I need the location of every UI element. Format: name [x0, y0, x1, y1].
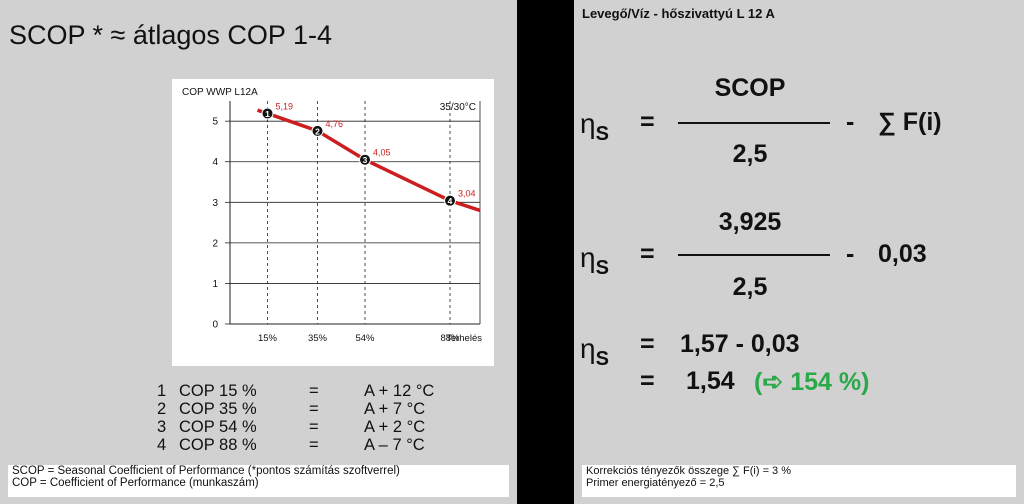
legend-eq: =	[309, 436, 319, 454]
fraction-line	[678, 122, 830, 124]
equals-sign: =	[640, 108, 655, 136]
eta-s-symbol: ηS	[580, 242, 609, 279]
data-point-marker	[311, 124, 324, 137]
y-tick-label: 0	[212, 320, 218, 331]
eta-s-symbol: ηS	[580, 108, 609, 145]
legend-eq: =	[309, 400, 319, 418]
y-tick-label: 2	[212, 238, 218, 249]
left-footnotes: SCOP = Seasonal Coefficient of Performan…	[8, 465, 509, 497]
right-footnotes: Korrekciós tényezők összege ∑ F(i) = 3 %…	[582, 465, 1016, 497]
legend-value: A + 12 °C	[364, 382, 435, 400]
data-point-label: 4,05	[373, 148, 391, 158]
fraction-numerator: 3,925	[718, 208, 782, 236]
result-value: 1,54	[686, 367, 735, 395]
footnote-scop: SCOP = Seasonal Coefficient of Performan…	[12, 465, 400, 477]
y-tick-label: 5	[212, 117, 218, 128]
subtraction-expression: 1,57 - 0,03	[680, 330, 800, 358]
chart-title: COP WWP L12A	[182, 87, 258, 98]
right-title: Levegő/Víz - hőszivattyú L 12 A	[582, 6, 775, 21]
data-point-number: 4	[448, 196, 453, 206]
legend-row: 4 COP 88 % = A – 7 °C	[157, 436, 487, 454]
footnote-correction: Korrekciós tényezők összege ∑ F(i) = 3 %	[586, 465, 792, 477]
data-point-label: 5,19	[276, 101, 294, 111]
legend-value: A + 7 °C	[364, 400, 426, 418]
chart-annotation: 35/30°C	[440, 102, 476, 113]
legend-value: A + 2 °C	[364, 418, 426, 436]
x-axis-label: Terhelés	[446, 333, 482, 344]
legend-row: 3 COP 54 % = A + 2 °C	[157, 418, 487, 436]
y-tick-label: 3	[212, 198, 218, 209]
slide-title: SCOP * ≈ átlagos COP 1-4	[9, 20, 332, 50]
minus-sign: -	[846, 240, 855, 268]
x-tick-label: 54%	[355, 333, 375, 344]
y-tick-label: 1	[212, 279, 218, 290]
minus-sign: -	[846, 108, 855, 136]
data-point-marker	[444, 194, 456, 207]
chart-svg: COP WWP L12A 35/30°C 0 1 2 3 4 5 15% 35% 54% 88%Ter…	[182, 87, 482, 344]
data-point-marker	[261, 107, 274, 120]
equals-sign: =	[640, 240, 655, 268]
equals-sign: =	[640, 330, 655, 358]
result-percent: (➪ 154 %)	[754, 368, 870, 396]
left-panel: SCOP * ≈ átlagos COP 1-4 COP WWP L12A 35/…	[0, 0, 517, 504]
x-tick-label: 35%	[308, 333, 328, 344]
data-point-label: 4,76	[326, 119, 344, 129]
x-tick-label: 88%	[440, 333, 460, 344]
data-point-number: 3	[363, 155, 368, 165]
legend-num: 1	[157, 382, 167, 400]
legend-num: 3	[157, 418, 167, 436]
correction-value: 0,03	[878, 240, 927, 268]
legend-label: COP 88 %	[179, 436, 257, 454]
legend-num: 4	[157, 436, 167, 454]
data-point-number: 1	[265, 109, 270, 119]
data-point-number: 2	[315, 126, 320, 136]
fraction-denominator: 2,5	[732, 140, 768, 168]
correction-sum: ∑ F(i)	[878, 108, 942, 136]
x-tick-label: 15%	[258, 333, 278, 344]
cop-chart: COP WWP L12A 35/30°C 0 1 2 3 4 5 15% 35% 54% 88% Ter…	[172, 79, 494, 366]
legend-eq: =	[309, 418, 319, 436]
eta-s-symbol: ηS	[580, 333, 609, 370]
legend-row: 2 COP 35 % = A + 7 °C	[157, 400, 487, 418]
equals-sign: =	[640, 367, 655, 395]
legend-label: COP 54 %	[179, 418, 257, 436]
footnote-cop: COP = Coefficient of Performance (munkas…	[12, 477, 259, 489]
data-point-marker	[359, 153, 371, 166]
legend-label: COP 15 %	[179, 382, 257, 400]
legend-label: COP 35 %	[179, 400, 257, 418]
y-tick-label: 4	[212, 157, 218, 168]
legend-eq: =	[309, 382, 319, 400]
fraction-numerator: SCOP	[714, 74, 786, 102]
fraction-line	[678, 254, 830, 256]
footnote-primary-energy: Primer energiatényező = 2,5	[586, 477, 725, 489]
legend-row: 1 COP 15 % = A + 12 °C	[157, 382, 487, 400]
data-point-label: 3,04	[458, 189, 476, 199]
legend-num: 2	[157, 400, 167, 418]
legend-value: A – 7 °C	[364, 436, 425, 454]
right-panel: Levegő/Víz - hőszivattyú L 12 A ηS = SCO…	[574, 0, 1024, 504]
fraction-denominator: 2,5	[732, 273, 768, 301]
